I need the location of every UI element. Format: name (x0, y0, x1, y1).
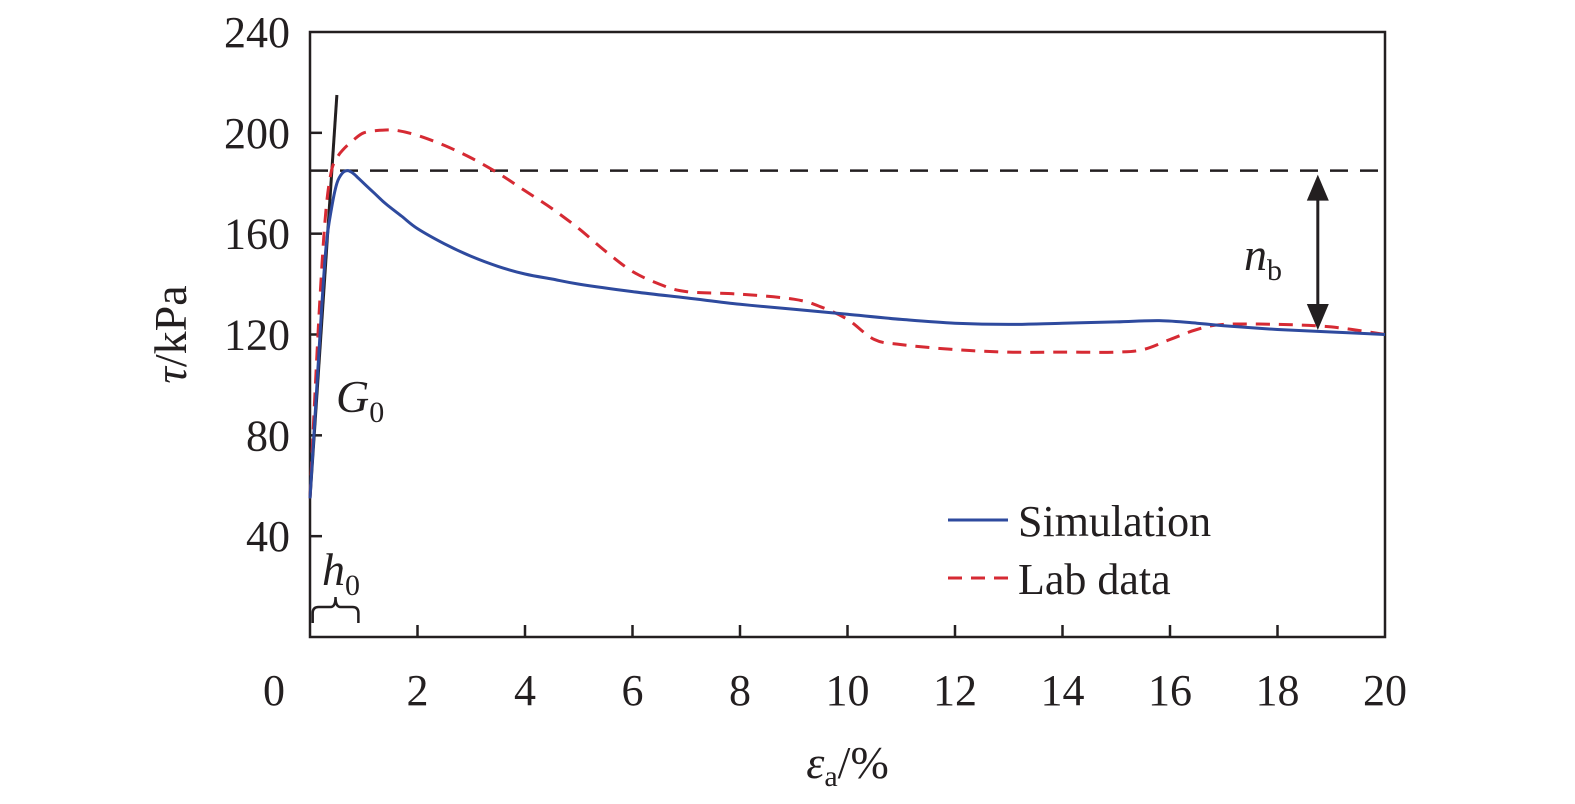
x-axis-label: εa/% (806, 737, 889, 793)
y-tick-label: 120 (224, 311, 290, 360)
y-axis-unit: /kPa (145, 285, 196, 367)
y-tick-label: 80 (246, 411, 290, 460)
x-tick-label: 6 (622, 666, 644, 715)
nb-double-arrow (1306, 174, 1329, 330)
series-line-lab-data (308, 128, 1386, 499)
x-tick-label: 20 (1363, 666, 1407, 715)
y-axis-label: τ/kPa (145, 285, 196, 383)
x-tick-label: 18 (1256, 666, 1300, 715)
y-axis-symbol: τ (145, 366, 196, 384)
g0-label: G0 (336, 371, 384, 429)
x-axis-subscript: a (824, 760, 837, 793)
legend: Simulation Lab data (948, 497, 1211, 604)
nb-label: nb (1244, 229, 1282, 287)
nb-arrow-head-down (1306, 303, 1329, 330)
x-tick-label: 2 (407, 666, 429, 715)
x-axis-unit: /% (838, 737, 889, 788)
legend-label-lab-data: Lab data (1018, 555, 1171, 604)
y-tick-label: 200 (224, 109, 290, 158)
h0-bracket (311, 596, 360, 623)
x-tick-label: 8 (729, 666, 751, 715)
x-tick-label: 0 (263, 666, 285, 715)
y-axis-ticks: 40 80 120 160 200 240 (224, 8, 322, 561)
x-axis-ticks: 0 2 4 6 8 10 12 14 16 18 20 (263, 625, 1407, 715)
x-tick-label: 14 (1041, 666, 1085, 715)
legend-label-simulation: Simulation (1018, 497, 1211, 546)
series-line-simulation (308, 169, 1386, 499)
x-tick-label: 16 (1148, 666, 1192, 715)
h0-label: h0 (322, 544, 360, 602)
nb-arrow-head-up (1306, 174, 1329, 201)
y-tick-label: 240 (224, 8, 290, 57)
x-tick-label: 12 (933, 666, 977, 715)
x-tick-label: 10 (826, 666, 870, 715)
x-axis-symbol: ε (806, 737, 825, 788)
y-tick-label: 40 (246, 512, 290, 561)
y-tick-label: 160 (224, 210, 290, 259)
x-tick-label: 4 (514, 666, 536, 715)
